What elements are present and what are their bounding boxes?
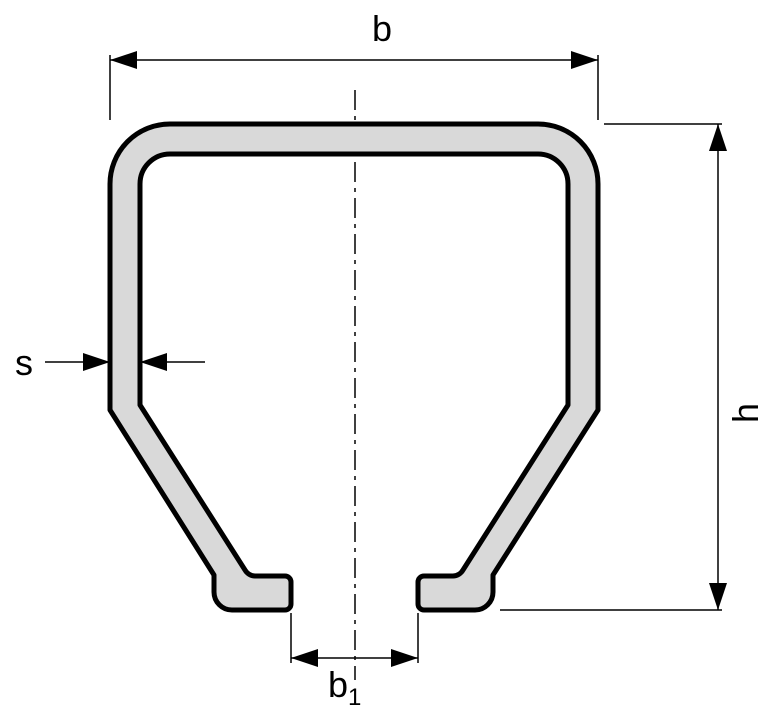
label-b: b <box>372 8 392 50</box>
cross-section-svg <box>0 0 772 715</box>
diagram-container: b h b1 s <box>0 0 772 715</box>
dimension-h <box>500 124 722 610</box>
label-b1: b1 <box>328 664 361 712</box>
label-b1-main: b <box>328 664 348 705</box>
label-b1-sub: 1 <box>348 684 361 711</box>
label-h: h <box>725 403 767 423</box>
label-s: s <box>15 342 33 384</box>
dimension-b <box>110 55 598 120</box>
c-profile-shape <box>110 124 598 610</box>
